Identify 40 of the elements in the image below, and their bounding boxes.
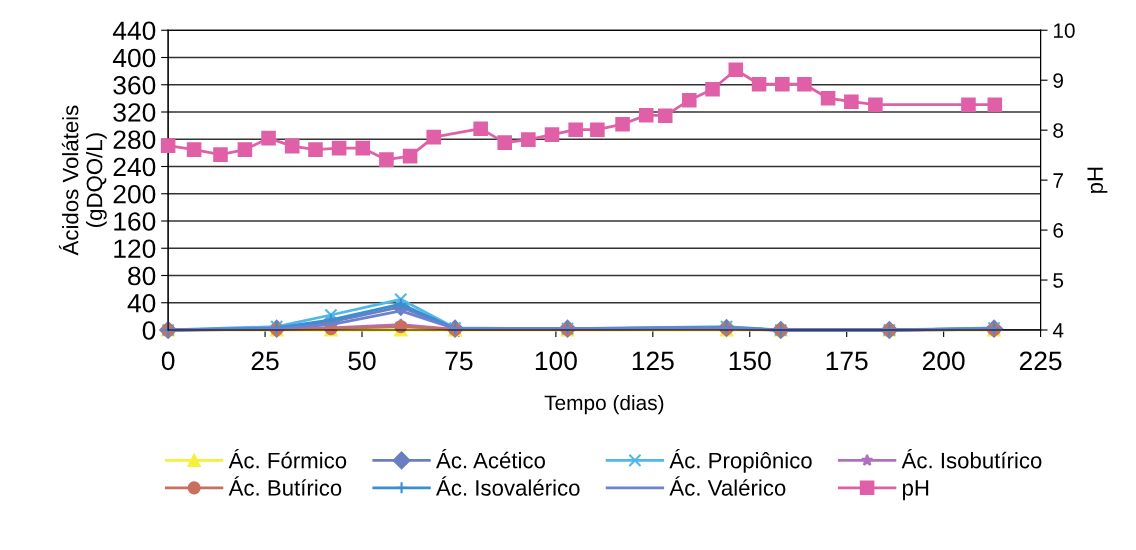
y2-tick-label: 9 bbox=[1053, 73, 1063, 88]
x-tick-label: 50 bbox=[348, 351, 376, 371]
x-tick-label: 100 bbox=[535, 351, 577, 371]
legend-label: Ác. Isobutírico bbox=[901, 448, 1042, 469]
x-axis-title: Tempo (dias) bbox=[544, 394, 664, 415]
y-tick-label: 0 bbox=[142, 321, 156, 340]
y-tick-label: 40 bbox=[127, 293, 156, 313]
y-tick-label: 240 bbox=[113, 157, 156, 177]
legend-label: pH bbox=[902, 480, 929, 501]
x-tick-label: 225 bbox=[1019, 351, 1062, 371]
x-tick-label: 75 bbox=[445, 351, 473, 371]
x-tick-label: 150 bbox=[729, 351, 771, 371]
y2-tick-label: 8 bbox=[1053, 123, 1064, 138]
y2-tick-label: 7 bbox=[1053, 173, 1063, 188]
y-tick-label: 320 bbox=[113, 103, 156, 122]
y2-tick-label: 10 bbox=[1053, 23, 1075, 38]
x-tick-label: 175 bbox=[826, 351, 868, 371]
y-tick-label: 80 bbox=[128, 266, 156, 286]
legend-label: Ác. Propiônico bbox=[669, 448, 812, 473]
y2-tick-label: 4 bbox=[1052, 323, 1064, 338]
x-tick-label: 200 bbox=[922, 351, 965, 371]
y2-axis-title: pH bbox=[1087, 167, 1108, 193]
y-tick-label: 160 bbox=[114, 212, 156, 231]
legend-label: Ác. Acético bbox=[436, 448, 545, 469]
x-tick-label: 0 bbox=[161, 351, 175, 371]
y-tick-label: 440 bbox=[112, 21, 156, 41]
y-tick-label: 120 bbox=[114, 239, 156, 259]
y-axis-title: Ácidos Voláteis (gDQO/L) bbox=[58, 105, 107, 256]
x-tick-label: 125 bbox=[632, 351, 674, 371]
y-tick-label: 280 bbox=[113, 130, 156, 150]
y-tick-label: 400 bbox=[112, 48, 156, 68]
y-tick-label: 360 bbox=[113, 75, 156, 95]
x-tick-label: 25 bbox=[251, 351, 279, 371]
y2-tick-label: 6 bbox=[1053, 223, 1064, 238]
y2-tick-label: 5 bbox=[1053, 273, 1064, 288]
legend-label: Ác. Fórmico bbox=[228, 448, 347, 469]
y-tick-label: 200 bbox=[113, 184, 156, 204]
legend-label: Ác. Isovalérico bbox=[436, 476, 580, 496]
legend-label: Ác. Butírico bbox=[228, 476, 342, 496]
legend-label: Ác. Valérico bbox=[669, 476, 786, 496]
